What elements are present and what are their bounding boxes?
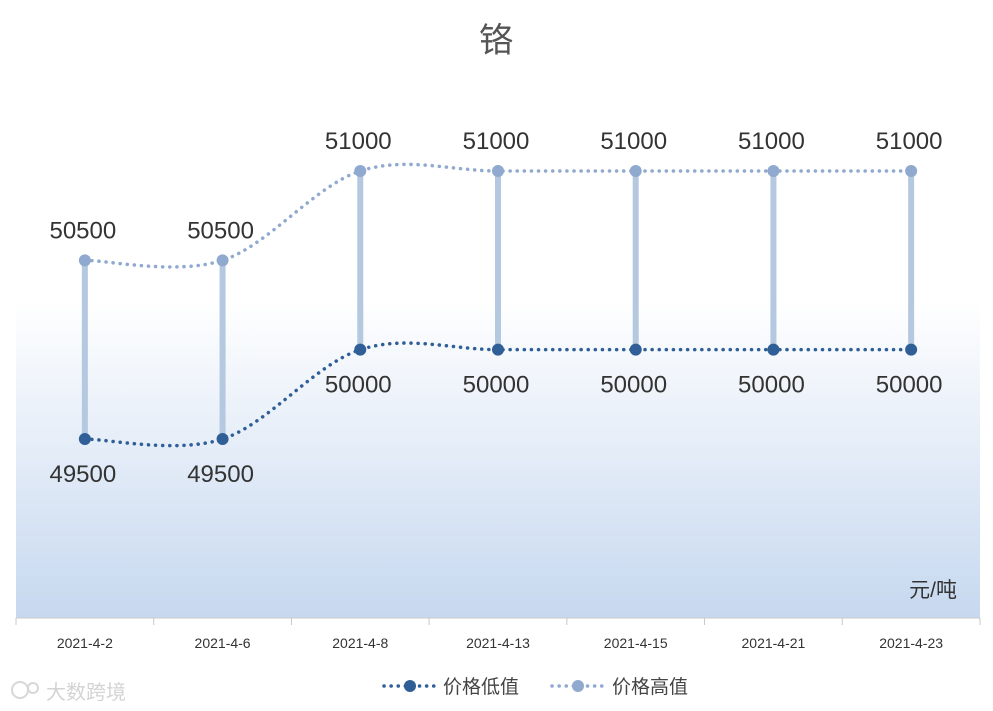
- watermark-logo-icon: [11, 681, 29, 699]
- marker-high: [905, 165, 918, 177]
- data-label-low: 50000: [876, 372, 943, 399]
- x-tick-label: 2021-4-6: [195, 635, 251, 651]
- marker-low: [354, 343, 367, 356]
- data-label-low: 50000: [325, 372, 392, 399]
- marker-low: [905, 343, 918, 356]
- data-label-low: 50000: [600, 372, 667, 399]
- data-label-high: 51000: [876, 128, 943, 155]
- marker-low: [492, 343, 504, 356]
- marker-low: [78, 433, 91, 445]
- marker-high: [216, 254, 229, 267]
- marker-high: [629, 165, 642, 177]
- legend-item-low: 价格低值: [382, 676, 519, 698]
- x-tick-label: 2021-4-21: [742, 635, 806, 651]
- legend-low-label: 价格低值: [443, 676, 519, 698]
- data-label-high: 51000: [325, 128, 392, 155]
- x-axis: 2021-4-2 2021-4-6 2021-4-8 2021-4-13 2021-4-…: [15, 617, 981, 651]
- marker-low: [767, 343, 780, 356]
- legend-high-marker: [572, 680, 584, 692]
- data-labels: 49500 49500 50000 50000 50000 50000 50000 50500…: [49, 128, 942, 488]
- legend: 价格低值 价格高值: [382, 676, 688, 698]
- watermark: 大数跨境: [11, 680, 126, 704]
- range-bars: [81, 171, 915, 439]
- legend-item-high: 价格高值: [550, 676, 688, 698]
- data-label-low: 50000: [738, 372, 805, 399]
- data-label-high: 51000: [600, 128, 667, 155]
- data-label-high: 51000: [738, 128, 805, 155]
- marker-high: [354, 165, 367, 177]
- x-tick-label: 2021-4-2: [57, 635, 113, 651]
- data-label-low: 49500: [49, 461, 116, 488]
- x-axis-ticks: [15, 618, 981, 625]
- x-tick-label: 2021-4-13: [466, 635, 530, 651]
- unit-label: 元/吨: [909, 579, 957, 602]
- marker-high: [767, 165, 780, 177]
- markers: [78, 165, 918, 445]
- x-axis-labels: 2021-4-2 2021-4-6 2021-4-8 2021-4-13 2021-4-…: [57, 635, 943, 651]
- chart-title: 铬: [479, 21, 513, 61]
- legend-high-label: 价格高值: [612, 676, 688, 698]
- x-tick-label: 2021-4-15: [604, 635, 668, 651]
- data-label-low: 49500: [187, 461, 254, 488]
- data-label-high: 50500: [187, 217, 254, 244]
- legend-low-marker: [404, 680, 416, 692]
- marker-high: [78, 254, 91, 267]
- marker-low: [216, 433, 229, 445]
- x-tick-label: 2021-4-23: [879, 635, 943, 651]
- data-label-high: 51000: [463, 128, 530, 155]
- marker-high: [492, 165, 504, 177]
- watermark-logo-icon-dot: [27, 682, 39, 694]
- watermark-text: 大数跨境: [46, 680, 126, 704]
- data-label-low: 50000: [463, 372, 530, 399]
- data-label-high: 50500: [49, 217, 116, 244]
- marker-low: [629, 343, 642, 356]
- x-tick-label: 2021-4-8: [332, 635, 388, 651]
